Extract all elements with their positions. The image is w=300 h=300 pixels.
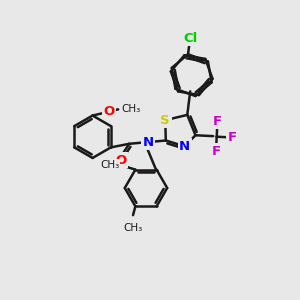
Text: S: S: [160, 114, 170, 127]
Text: F: F: [212, 145, 221, 158]
Text: Cl: Cl: [183, 32, 197, 45]
Text: CH₃: CH₃: [124, 223, 143, 233]
Text: O: O: [103, 105, 114, 118]
Text: F: F: [213, 115, 222, 128]
Text: O: O: [115, 154, 127, 166]
Text: N: N: [143, 136, 154, 149]
Text: CH₃: CH₃: [121, 104, 140, 114]
Text: N: N: [179, 140, 190, 153]
Text: F: F: [227, 131, 237, 144]
Text: CH₃: CH₃: [100, 160, 119, 170]
